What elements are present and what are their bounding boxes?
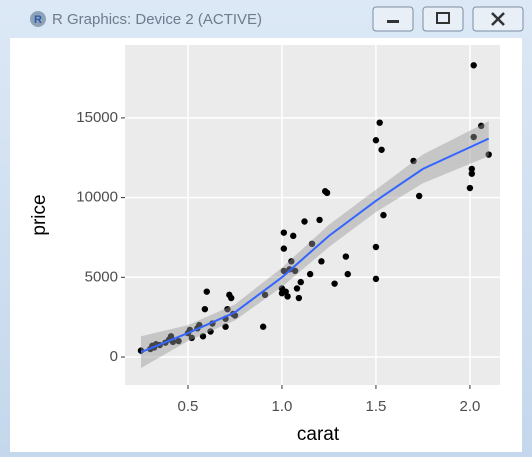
point bbox=[372, 243, 380, 251]
point bbox=[380, 211, 387, 219]
x-tick-label: 1.5 bbox=[366, 398, 387, 415]
window-title: R Graphics: Device 2 (ACTIVE) bbox=[52, 11, 262, 28]
point bbox=[297, 278, 304, 286]
point bbox=[316, 216, 323, 224]
close-icon bbox=[491, 12, 505, 26]
point bbox=[485, 151, 492, 158]
point bbox=[280, 245, 288, 252]
point bbox=[199, 333, 207, 340]
maximize-icon bbox=[436, 12, 450, 24]
plot: 0 5000 10000 15000 0.5 1.0 1.5 2.0 bbox=[76, 45, 500, 415]
point bbox=[344, 270, 351, 278]
point bbox=[378, 146, 385, 153]
point bbox=[203, 288, 210, 295]
point bbox=[280, 267, 288, 275]
point bbox=[188, 334, 195, 342]
point bbox=[318, 258, 325, 265]
point bbox=[301, 218, 308, 225]
point bbox=[331, 280, 338, 287]
point bbox=[468, 170, 476, 177]
point bbox=[280, 229, 288, 236]
point bbox=[410, 157, 417, 165]
point bbox=[175, 337, 182, 345]
point bbox=[228, 294, 235, 302]
point bbox=[470, 133, 477, 141]
point bbox=[478, 122, 485, 130]
point bbox=[207, 328, 214, 335]
r-icon-letter: R bbox=[34, 14, 42, 26]
point bbox=[342, 253, 350, 260]
point bbox=[201, 305, 209, 313]
y-axis-title: price bbox=[29, 194, 50, 235]
r-icon bbox=[30, 11, 46, 27]
point bbox=[293, 285, 301, 292]
point bbox=[415, 192, 423, 200]
point bbox=[372, 137, 380, 144]
point bbox=[468, 165, 476, 173]
minimize-button[interactable] bbox=[372, 6, 414, 32]
point bbox=[261, 291, 269, 299]
point bbox=[288, 258, 295, 265]
x-tick-label: 2.0 bbox=[459, 398, 480, 415]
smooth-line bbox=[140, 137, 490, 354]
point bbox=[222, 323, 229, 330]
point bbox=[290, 232, 297, 240]
point bbox=[308, 240, 316, 248]
point bbox=[284, 293, 291, 300]
point bbox=[466, 184, 474, 192]
point bbox=[323, 189, 331, 197]
y-tick-label: 10000 bbox=[76, 189, 118, 206]
y-tick-label: 0 bbox=[110, 348, 118, 365]
point bbox=[376, 119, 383, 126]
point bbox=[372, 275, 380, 283]
x-tick-label: 1.0 bbox=[272, 398, 293, 415]
point bbox=[470, 62, 477, 69]
maximize-button[interactable] bbox=[422, 6, 464, 32]
minimize-icon bbox=[387, 20, 399, 23]
point bbox=[167, 333, 175, 340]
y-tick-label: 15000 bbox=[76, 109, 118, 126]
point bbox=[306, 270, 314, 278]
point bbox=[259, 323, 267, 330]
point bbox=[295, 294, 303, 302]
x-axis-title: carat bbox=[297, 424, 340, 445]
point bbox=[224, 305, 231, 313]
y-tick-label: 5000 bbox=[85, 268, 118, 285]
point bbox=[291, 267, 299, 275]
x-tick-label: 0.5 bbox=[178, 398, 199, 415]
